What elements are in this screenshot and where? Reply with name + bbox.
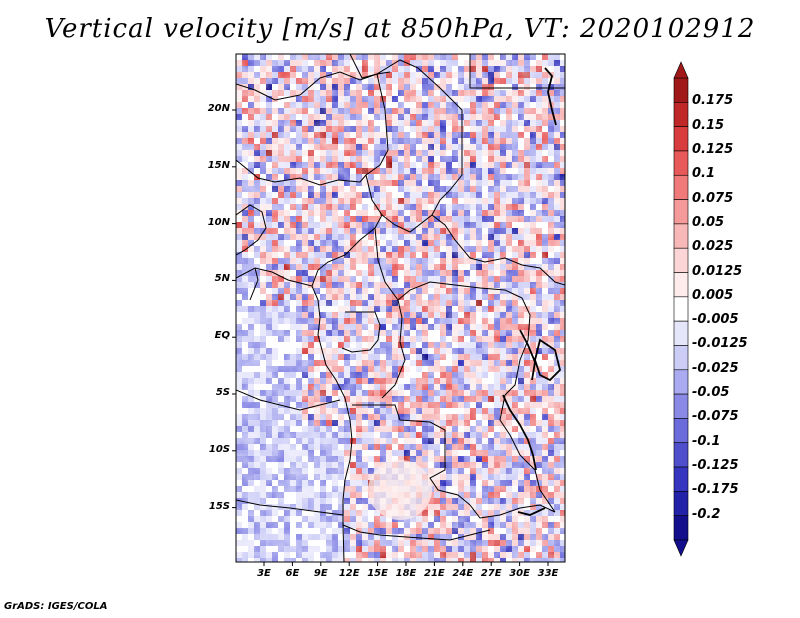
colorbar-label: -0.0125 bbox=[692, 336, 748, 352]
lon-label: 27E bbox=[480, 568, 502, 579]
colorbar-segment bbox=[673, 418, 689, 444]
lat-label: 20N bbox=[207, 103, 230, 114]
country-borders bbox=[236, 54, 565, 562]
lon-label: 12E bbox=[338, 568, 360, 579]
colorbar-label: -0.1 bbox=[692, 433, 721, 449]
colorbar-label: 0.15 bbox=[692, 117, 725, 133]
colorbar-segment bbox=[673, 345, 689, 371]
lat-label: 10N bbox=[207, 216, 230, 228]
colorbar-label: -0.2 bbox=[692, 506, 721, 522]
colorbar-segment bbox=[673, 466, 689, 492]
lat-label: EQ bbox=[214, 330, 230, 342]
colorbar-segment bbox=[673, 320, 689, 346]
lon-label: 6E bbox=[285, 568, 300, 579]
colorbar-label: -0.05 bbox=[692, 385, 730, 401]
atlantic-coastline bbox=[236, 267, 353, 562]
lon-label: 21E bbox=[424, 568, 445, 579]
colorbar-label: 0.125 bbox=[692, 141, 734, 157]
colorbar-label: -0.075 bbox=[692, 409, 739, 425]
lon-label: 9E bbox=[313, 568, 328, 579]
colorbar-segment bbox=[673, 150, 689, 176]
lon-label: 24E bbox=[452, 568, 474, 579]
lon-label: 3E bbox=[257, 568, 271, 579]
grads-credit: GrADS: IGES/COLA bbox=[4, 601, 108, 612]
colorbar-segment bbox=[673, 442, 689, 468]
colorbar-label: 0.005 bbox=[692, 287, 734, 303]
lat-label: 10S bbox=[208, 443, 230, 455]
colorbar bbox=[673, 61, 689, 557]
colorbar-label: -0.025 bbox=[692, 360, 739, 376]
map-title: Vertical velocity [m/s] at 850hPa, VT: 2… bbox=[44, 14, 756, 44]
colorbar-label: 0.1 bbox=[692, 166, 716, 182]
colorbar-segment bbox=[673, 272, 689, 298]
colorbar-label: 0.05 bbox=[692, 214, 725, 230]
lon-label: 15E bbox=[367, 568, 388, 579]
colorbar-segment bbox=[673, 223, 689, 249]
lon-label: 18E bbox=[395, 568, 417, 579]
colorbar-label: 0.175 bbox=[692, 93, 734, 109]
field-texture bbox=[236, 54, 565, 562]
colorbar-label: -0.005 bbox=[692, 312, 739, 328]
colorbar-bottom-arrow bbox=[673, 539, 689, 557]
lon-label: 33E bbox=[537, 568, 559, 579]
colorbar-segment bbox=[673, 515, 689, 541]
colorbar-segment bbox=[673, 296, 689, 322]
colorbar-label: -0.125 bbox=[692, 458, 739, 474]
colorbar-segment bbox=[673, 491, 689, 516]
colorbar-segment bbox=[673, 126, 689, 152]
lat-label: 5N bbox=[214, 273, 230, 285]
lakes bbox=[502, 67, 561, 516]
colorbar-label: 0.0125 bbox=[692, 263, 743, 279]
colorbar-top-arrow bbox=[673, 61, 689, 79]
colorbar-segment bbox=[673, 199, 689, 225]
axis-ticks bbox=[232, 109, 549, 566]
lat-label: 5S bbox=[215, 387, 230, 398]
colorbar-segment bbox=[673, 77, 689, 103]
map-frame bbox=[235, 53, 566, 563]
colorbar-segment bbox=[673, 247, 689, 273]
lon-label: 30E bbox=[509, 568, 530, 579]
colorbar-segment bbox=[673, 102, 689, 127]
colorbar-label: 0.075 bbox=[692, 190, 734, 206]
colorbar-label: 0.025 bbox=[692, 239, 734, 255]
lat-label: 15N bbox=[207, 159, 230, 171]
lat-label: 15S bbox=[208, 500, 230, 512]
colorbar-segment bbox=[673, 393, 689, 419]
colorbar-label: -0.175 bbox=[692, 482, 739, 498]
colorbar-segment bbox=[673, 369, 689, 395]
colorbar-segment bbox=[673, 174, 689, 200]
